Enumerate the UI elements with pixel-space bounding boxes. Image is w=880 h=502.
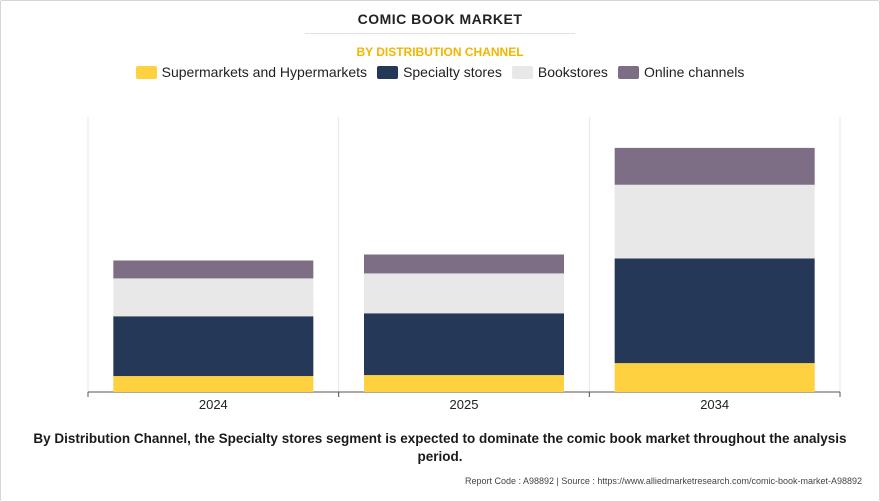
bar-segment-supermarkets-and-hypermarkets-2024 — [113, 376, 314, 392]
legend: Supermarkets and Hypermarkets Specialty … — [0, 64, 880, 80]
bar-segment-supermarkets-and-hypermarkets-2025 — [364, 375, 564, 392]
bar-segment-bookstores-2024 — [113, 278, 314, 317]
legend-swatch-online-channels — [617, 65, 639, 79]
legend-item-online-channels: Online channels — [617, 64, 745, 80]
chart-subtitle: BY DISTRIBUTION CHANNEL — [356, 45, 524, 59]
chart-title: COMIC BOOK MARKET — [357, 11, 523, 27]
bar-segment-bookstores-2034 — [614, 184, 815, 259]
legend-swatch-specialty-stores — [377, 65, 399, 79]
legend-label-specialty-stores: Specialty stores — [403, 64, 502, 80]
bar-segment-specialty-stores-2034 — [614, 258, 815, 364]
bar-segment-supermarkets-and-hypermarkets-2034 — [614, 363, 815, 392]
legend-label-online-channels: Online channels — [643, 64, 745, 80]
bar-segment-online-channels-2034 — [614, 147, 815, 185]
legend-label-bookstores: Bookstores — [537, 64, 608, 80]
source-note: Report Code : A98892 | Source : https://… — [464, 476, 862, 486]
x-tick-label-2024: 2024 — [199, 397, 228, 412]
legend-swatch-supermarkets — [135, 65, 157, 79]
bar-segment-online-channels-2024 — [113, 260, 314, 279]
x-tick-label-2034: 2034 — [700, 397, 729, 412]
x-tick-label-2025: 2025 — [450, 397, 479, 412]
chart-caption: By Distribution Channel, the Specialty s… — [33, 431, 847, 464]
legend-swatch-bookstores — [511, 65, 533, 79]
bar-segment-bookstores-2025 — [364, 273, 564, 314]
bar-segment-specialty-stores-2024 — [113, 316, 314, 377]
bar-segment-online-channels-2025 — [364, 254, 564, 274]
legend-item-specialty-stores: Specialty stores — [377, 64, 502, 80]
bar-segment-specialty-stores-2025 — [364, 313, 564, 376]
legend-label-supermarkets: Supermarkets and Hypermarkets — [161, 64, 368, 80]
title-divider — [305, 33, 575, 34]
legend-item-supermarkets: Supermarkets and Hypermarkets — [135, 64, 368, 80]
legend-item-bookstores: Bookstores — [511, 64, 608, 80]
